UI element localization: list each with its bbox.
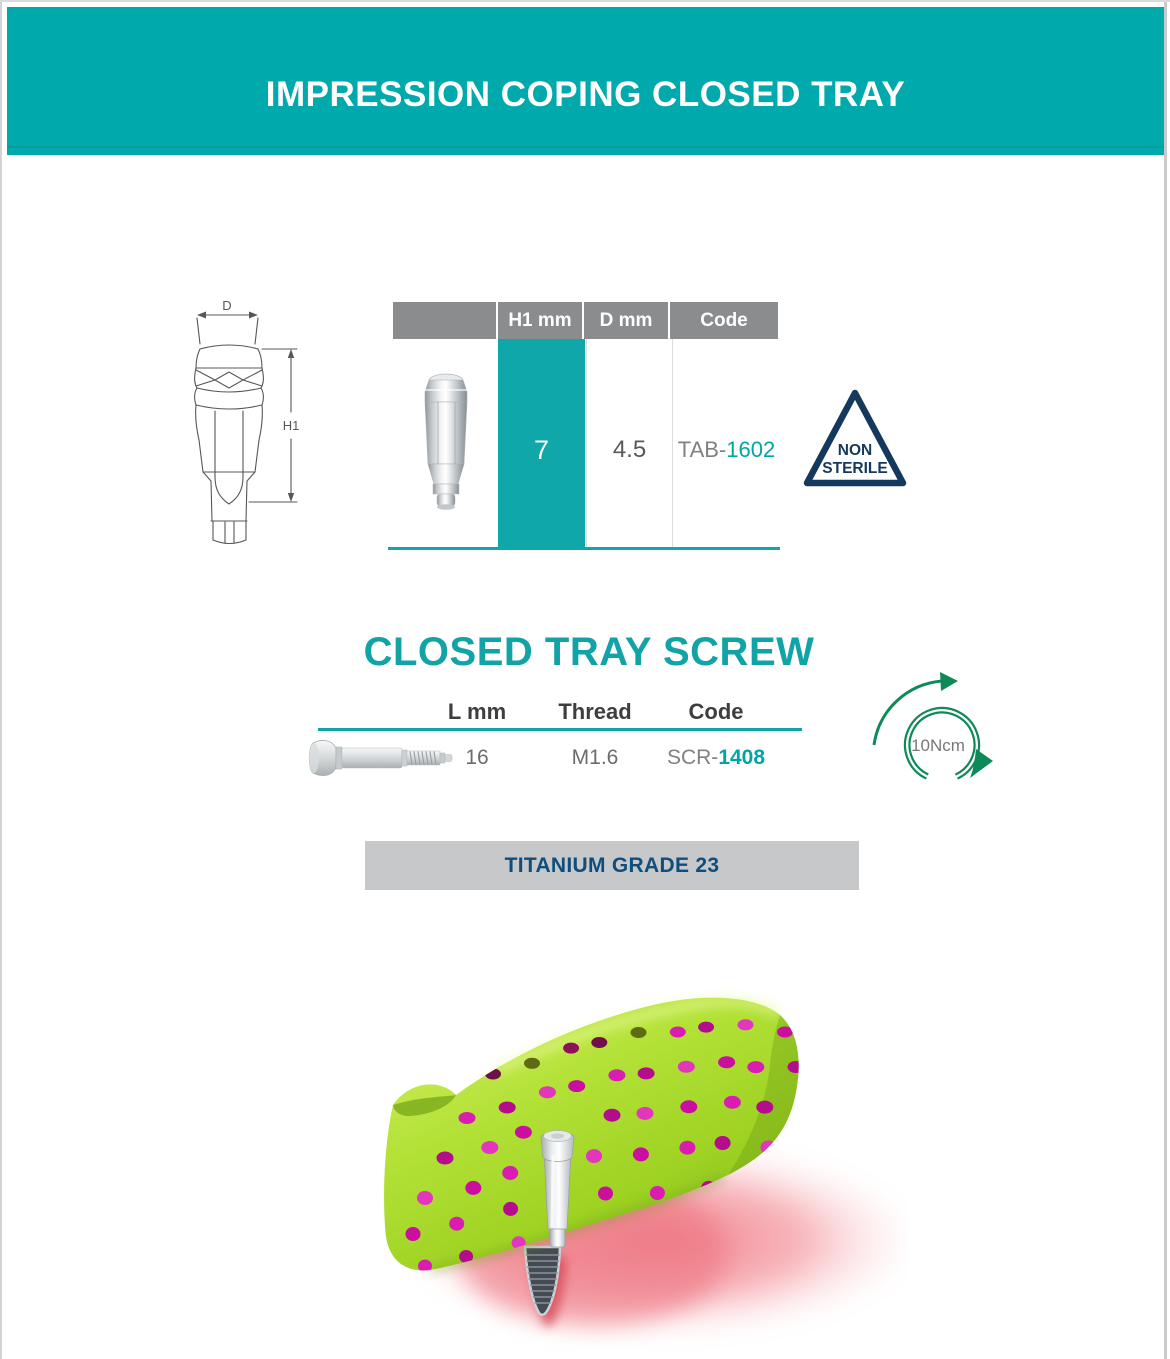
- diagram-h1-label: H1: [283, 418, 300, 433]
- column-separator: [672, 339, 673, 547]
- screw-col-l: L mm: [447, 699, 507, 724]
- screw-code-value: 1408: [718, 746, 766, 769]
- screw-product-photo: [308, 740, 453, 776]
- page-border-right: [1164, 0, 1167, 1359]
- header-cell-code: Code: [670, 302, 778, 339]
- torque-10ncm-icon: 10Ncm: [872, 672, 993, 784]
- h1-highlight-column: [498, 339, 585, 550]
- material-label: TITANIUM GRADE 23: [504, 853, 720, 877]
- coping-spec-table: H1 mm D mm Code: [388, 302, 780, 552]
- non-sterile-line1: NON: [838, 442, 872, 459]
- screw-col-code: Code: [688, 699, 744, 724]
- d-value: 4.5: [612, 436, 647, 463]
- coping-product-photo: [424, 373, 468, 510]
- torque-label: 10Ncm: [911, 736, 965, 755]
- impression-tray-illustration: [384, 996, 908, 1340]
- page-border-left: [0, 0, 2, 1359]
- h1-value: 7: [533, 434, 550, 465]
- header-cell-d: D mm: [584, 302, 668, 339]
- table-underline: [388, 547, 780, 550]
- title-banner: IMPRESSION COPING CLOSED TRAY: [7, 7, 1164, 155]
- code-value: 1602: [726, 437, 776, 462]
- material-banner: TITANIUM GRADE 23: [365, 841, 859, 890]
- screw-table-underline: [318, 728, 802, 731]
- column-separator: [586, 339, 587, 547]
- screw-thread-value: M1.6: [571, 746, 619, 769]
- screw-code-prefix: SCR-: [666, 746, 719, 769]
- coping-in-tray: [540, 1130, 575, 1248]
- header-cell-h1: H1 mm: [498, 302, 582, 339]
- coping-technical-drawing: D H1: [194, 298, 300, 545]
- page-title: IMPRESSION COPING CLOSED TRAY: [265, 75, 906, 114]
- non-sterile-icon: NON STERILE: [803, 389, 907, 487]
- non-sterile-line2: STERILE: [822, 460, 887, 477]
- diagram-d-label: D: [222, 298, 231, 313]
- screw-section-title: CLOSED TRAY SCREW: [363, 630, 815, 674]
- page-border-top: [0, 0, 1170, 2]
- code-prefix: TAB-: [677, 437, 727, 462]
- screw-col-thread: Thread: [558, 699, 632, 724]
- banner-hairline: [7, 146, 1164, 148]
- header-cell-product: [393, 302, 496, 339]
- screw-l-value: 16: [465, 746, 489, 769]
- table-header-row: H1 mm D mm Code: [393, 302, 778, 339]
